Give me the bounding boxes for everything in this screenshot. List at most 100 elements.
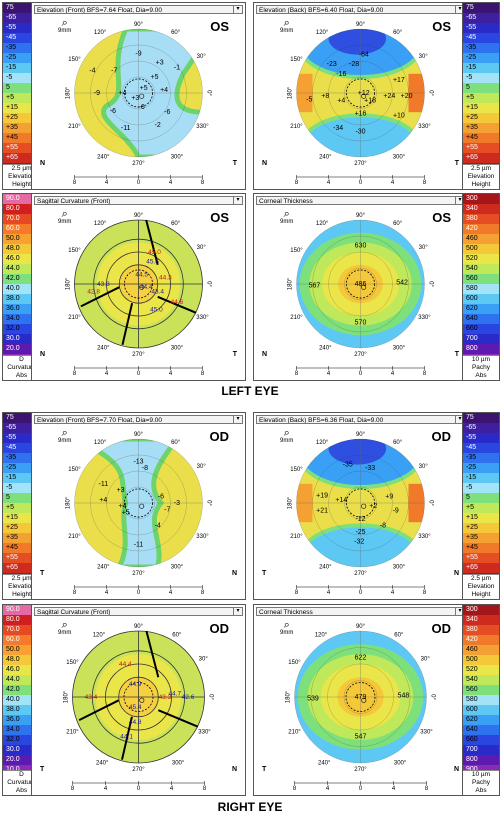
scale-value: 50.0 — [3, 234, 40, 244]
scale-footer-label: 2.5 µm — [11, 575, 32, 582]
degree-label: 300° — [171, 154, 184, 160]
scale-value: 600 — [463, 705, 499, 715]
degree-label: 90° — [134, 432, 144, 438]
scale-value: 38.0 — [3, 705, 40, 715]
scale-value: 380 — [463, 214, 499, 224]
zoom-control[interactable]: ⌕ 9mm — [58, 427, 71, 445]
degree-label: 150° — [290, 467, 303, 473]
scale-value: 660 — [463, 324, 499, 334]
scale-value: 38.0 — [3, 294, 40, 304]
degree-label: 60° — [171, 440, 181, 446]
scale-value: 44.0 — [3, 675, 40, 685]
zoom-control[interactable]: ⌕ 9mm — [280, 428, 293, 445]
zoom-control[interactable]: ⌕ 9mm — [280, 620, 293, 637]
degree-label: 0° — [428, 281, 434, 287]
map-value-label: +5 — [151, 74, 159, 81]
tick-label: 4 — [327, 590, 331, 596]
map-value-label: +24 — [383, 93, 395, 100]
map-value-label: 43.8 — [97, 281, 110, 288]
scale-value: 32.0 — [3, 324, 40, 334]
scale-value: -35 — [463, 453, 499, 463]
chevron-down-icon[interactable]: ▾ — [233, 416, 242, 423]
map-value-label: -12 — [355, 516, 365, 523]
map-value-label: +14 — [335, 497, 347, 504]
scale-value: 90.0 — [3, 605, 40, 615]
chevron-down-icon[interactable]: ▾ — [455, 608, 464, 615]
map-title-select[interactable]: Sagittal Curvature (Front) ▾ — [34, 607, 243, 616]
degree-label: 210° — [290, 124, 303, 130]
map-value-label: 42.8 — [87, 289, 100, 296]
scale-value: +55 — [3, 143, 40, 153]
scale-value: +25 — [463, 113, 499, 123]
chevron-down-icon[interactable]: ▾ — [233, 197, 242, 204]
scale-value: 32.0 — [3, 735, 40, 745]
nasal-temporal-label: N — [231, 766, 237, 773]
degree-label: 330° — [418, 124, 431, 130]
tick-label: 4 — [327, 371, 331, 377]
scale-value: -5 — [3, 483, 40, 493]
scale-value: 70.0 — [3, 625, 40, 635]
scale-value: 30.0 — [3, 745, 40, 755]
magnifier-icon: ⌕ — [283, 17, 290, 29]
scale-value: -25 — [463, 463, 499, 473]
map-value-label: -64 — [359, 52, 369, 59]
chevron-down-icon[interactable]: ▾ — [233, 608, 242, 615]
degree-label: 180° — [288, 496, 294, 509]
degree-label: 30° — [199, 657, 209, 663]
scale-value: 5 — [3, 83, 40, 93]
scale-value: -45 — [463, 33, 499, 43]
zoom-control[interactable]: ⌕ 9mm — [280, 17, 293, 35]
map-title-select[interactable]: Elevation (Front) BFS=7.64 Float, Dia=9.… — [34, 5, 243, 14]
degree-label: 180° — [288, 277, 294, 290]
degree-label: 30° — [197, 464, 207, 470]
scale-footer-label: Elevation — [8, 583, 35, 590]
chevron-down-icon[interactable]: ▾ — [455, 416, 464, 423]
nasal-temporal-label: T — [232, 351, 237, 358]
tick-label: 0 — [137, 371, 141, 377]
degree-label: 90° — [356, 213, 366, 219]
scale-value: 30.0 — [3, 334, 40, 344]
scale-value: 700 — [463, 745, 499, 755]
tick-label: 0 — [359, 590, 363, 596]
nasal-temporal-label: N — [40, 351, 46, 358]
map-title-select[interactable]: Elevation (Front) BFS=7.70 Float, Dia=9.… — [34, 415, 243, 424]
map-value-label: -23 — [327, 61, 337, 68]
chevron-down-icon[interactable]: ▾ — [233, 6, 242, 13]
zoom-control[interactable]: ⌕ 9mm — [280, 209, 293, 226]
map-value-label: -9 — [135, 50, 141, 57]
tick-label: 8 — [73, 371, 77, 377]
scale-value: 340 — [463, 615, 499, 625]
zoom-control[interactable]: ⌕ 9mm — [58, 619, 71, 637]
scale-footer: 2.5 µm Elevation Height — [463, 574, 499, 599]
scale-value: 40.0 — [3, 284, 40, 294]
scale-value: 42.0 — [3, 685, 40, 695]
zoom-control[interactable]: ⌕ 9mm — [58, 209, 71, 226]
scale-value: 5 — [463, 83, 499, 93]
map-title-select[interactable]: Sagittal Curvature (Front) ▾ — [34, 196, 243, 205]
scale-value: -45 — [3, 33, 40, 43]
map-panel-os-thickness: Corneal Thickness ▾ OS ⌕ 9mm 90° 270° 180° 0° 60°… — [253, 193, 468, 381]
tick-label: 8 — [295, 590, 299, 596]
scale-value: +35 — [3, 123, 40, 133]
magnifier-icon: ⌕ — [61, 619, 68, 631]
chevron-down-icon[interactable]: ▾ — [455, 197, 464, 204]
degree-label: 210° — [68, 124, 81, 130]
map-value-label: 630 — [355, 243, 367, 250]
nasal-temporal-label: N — [453, 766, 459, 773]
degree-label: 150° — [68, 248, 81, 254]
scale-footer-label: Pachy — [471, 779, 491, 786]
map-value-label: -4 — [89, 68, 95, 75]
map-panel-od-sagittal: Sagittal Curvature (Front) ▾ OD ⌕ 9mm 90° 270°… — [31, 604, 246, 796]
map-value-label: 44.6 — [171, 299, 184, 306]
scale-value: 340 — [463, 204, 499, 214]
scale-value: 420 — [463, 224, 499, 234]
tick-label: 0 — [359, 371, 363, 377]
zoom-control[interactable]: ⌕ 9mm — [58, 18, 71, 35]
scale-footer: 2.5 µm Elevation Height — [463, 164, 499, 189]
degree-label: 240° — [97, 345, 110, 351]
degree-label: 60° — [171, 221, 181, 227]
magnifier-icon: ⌕ — [61, 427, 68, 439]
chevron-down-icon[interactable]: ▾ — [455, 6, 464, 13]
scale-footer-label: Abs — [475, 372, 487, 379]
eye-label: OS — [432, 210, 451, 225]
